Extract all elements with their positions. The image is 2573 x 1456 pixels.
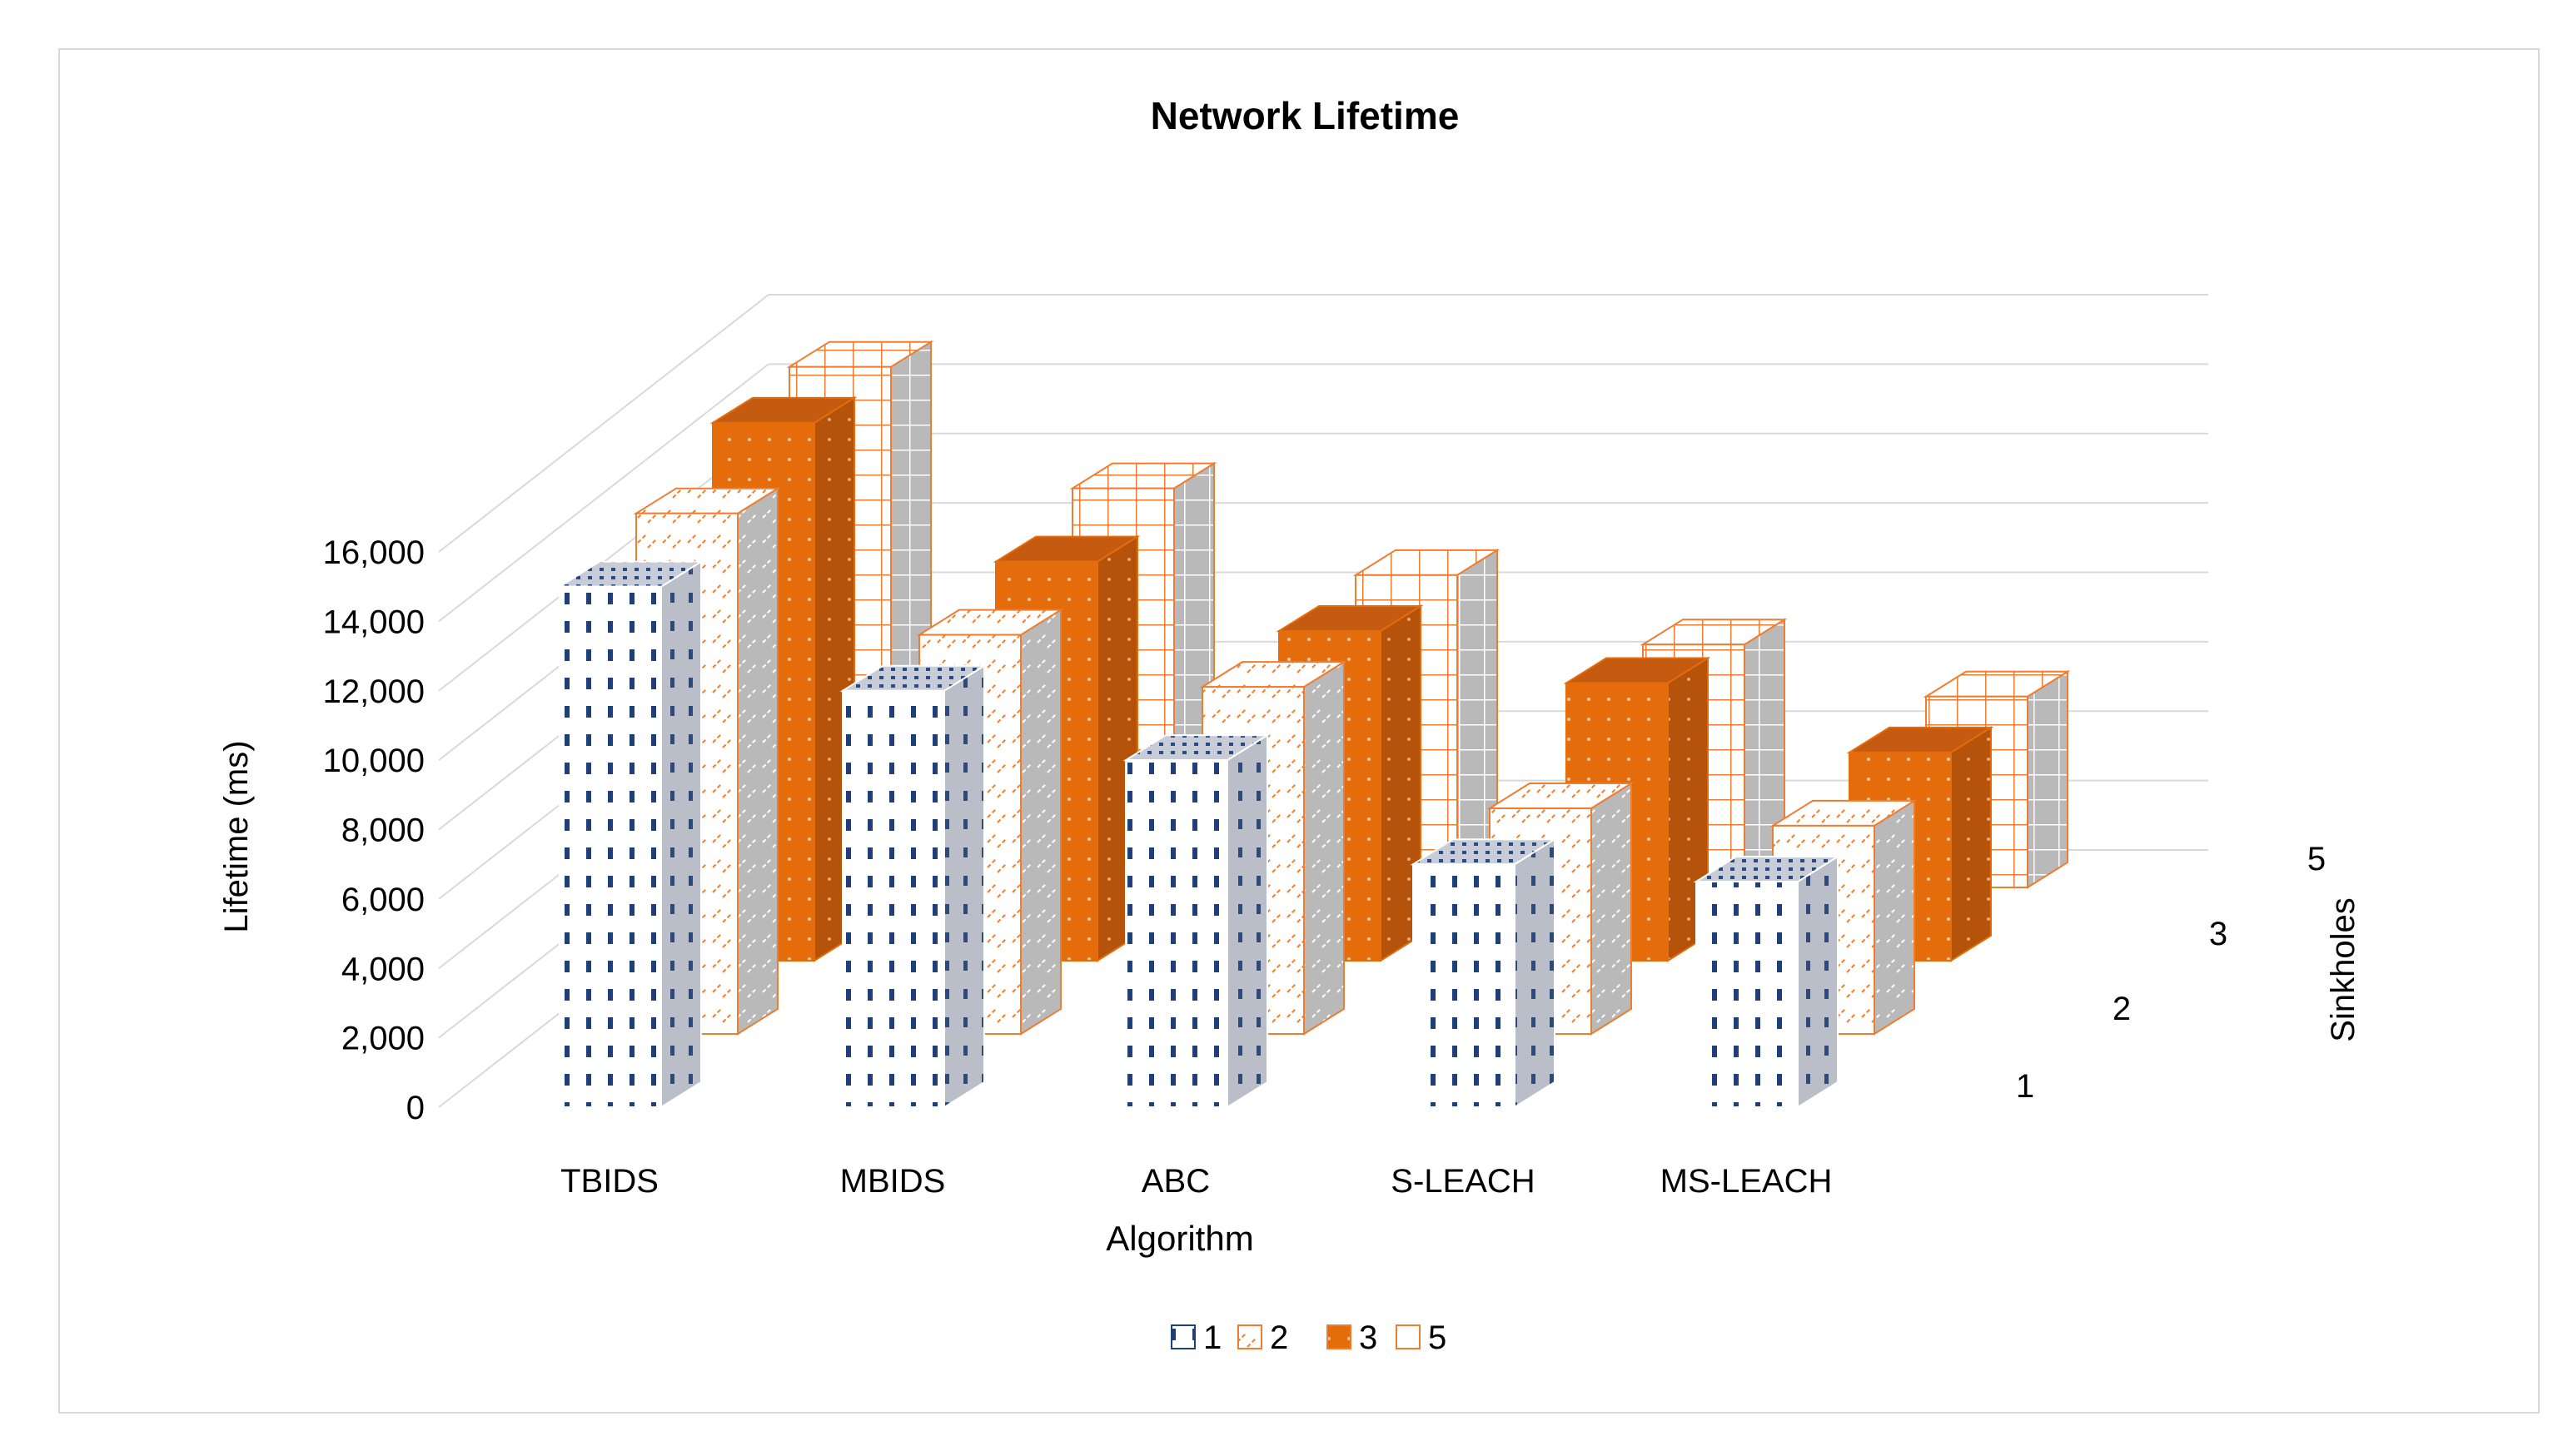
x-tick-label: TBIDS xyxy=(560,1163,659,1200)
legend-item: 1 xyxy=(1171,1319,1222,1356)
x-tick-label: MBIDS xyxy=(840,1163,946,1200)
y-tick-label: 16,000 xyxy=(323,534,425,571)
bar-side-face xyxy=(1514,837,1555,1109)
y-tick-label: 14,000 xyxy=(323,604,425,640)
x-tick-label: S-LEACH xyxy=(1391,1163,1535,1200)
bar-front-face xyxy=(1695,881,1799,1108)
chart-bars xyxy=(556,340,2071,1109)
y-tick-label: 0 xyxy=(406,1090,425,1126)
legend-label: 2 xyxy=(1270,1319,1288,1356)
legend-label: 3 xyxy=(1359,1319,1377,1356)
z-axis-ticks: 1 2 3 5 xyxy=(2016,841,2326,1105)
bar-1-MBIDS xyxy=(839,663,988,1109)
bar-side-face xyxy=(1797,855,1839,1109)
y-axis-title: Lifetime (ms) xyxy=(218,740,255,932)
chart-svg: Network Lifetime 02,0004,0006,0008,00010… xyxy=(218,94,2361,1356)
chart-title: Network Lifetime xyxy=(1151,94,1460,137)
side-gridline xyxy=(438,363,769,623)
legend: 1 2 3 5 xyxy=(1171,1319,1446,1356)
z-tick-label: 2 xyxy=(2113,991,2131,1027)
z-axis-title: Sinkholes xyxy=(2325,897,2361,1041)
bar-1-ABC xyxy=(1122,733,1271,1109)
bar-front-face xyxy=(1125,759,1228,1108)
chart-frame: Network Lifetime 0 2,000 4,000 6,000 8,000 10… xyxy=(58,48,2540,1414)
legend-label: 5 xyxy=(1428,1319,1446,1356)
x-axis-ticks: TBIDS MBIDS ABC S-LEACH MS-LEACH xyxy=(560,1163,1832,1200)
legend-item: 3 xyxy=(1326,1319,1377,1356)
legend-swatch xyxy=(1171,1324,1196,1349)
legend-label: 1 xyxy=(1203,1319,1222,1356)
bar-1-S-LEACH xyxy=(1410,837,1558,1109)
legend-swatch xyxy=(1396,1324,1421,1349)
bar-side-face xyxy=(2027,669,2068,889)
side-gridline xyxy=(438,294,769,553)
x-tick-label: ABC xyxy=(1142,1163,1210,1200)
bar-1-MS-LEACH xyxy=(1693,855,1841,1109)
legend-item: 5 xyxy=(1396,1319,1446,1356)
bar-side-face xyxy=(943,663,985,1109)
bar-side-face xyxy=(1874,799,1915,1036)
y-tick-label: 4,000 xyxy=(341,951,425,987)
z-tick-label: 1 xyxy=(2016,1068,2034,1105)
z-tick-label: 5 xyxy=(2307,841,2326,877)
bar-front-face xyxy=(559,585,662,1108)
bar-side-face xyxy=(1020,608,1062,1036)
y-axis-ticks: 0 2,000 4,000 6,000 8,000 10,000 12,000 14,000 1… xyxy=(323,534,425,1126)
legend-swatch xyxy=(1326,1324,1351,1349)
bar-1-TBIDS xyxy=(556,559,704,1109)
bar-front-face xyxy=(842,689,945,1108)
y-tick-label: 10,000 xyxy=(323,743,425,779)
bar-front-face xyxy=(1412,863,1515,1108)
y-tick-label: 6,000 xyxy=(341,882,425,918)
legend-item: 2 xyxy=(1237,1319,1288,1356)
bar-side-face xyxy=(1303,660,1345,1036)
bar-side-face xyxy=(1227,733,1268,1109)
y-tick-label: 12,000 xyxy=(323,673,425,710)
y-tick-label: 2,000 xyxy=(341,1021,425,1057)
bar-side-face xyxy=(660,559,702,1109)
x-tick-label: MS-LEACH xyxy=(1660,1163,1833,1200)
legend-swatch xyxy=(1237,1324,1262,1349)
z-tick-label: 3 xyxy=(2209,916,2227,952)
bar-side-face xyxy=(737,486,779,1036)
bar-side-face xyxy=(1590,782,1632,1036)
bar-side-face xyxy=(1950,726,1992,962)
y-tick-label: 8,000 xyxy=(341,812,425,849)
x-axis-title: Algorithm xyxy=(1106,1219,1253,1258)
